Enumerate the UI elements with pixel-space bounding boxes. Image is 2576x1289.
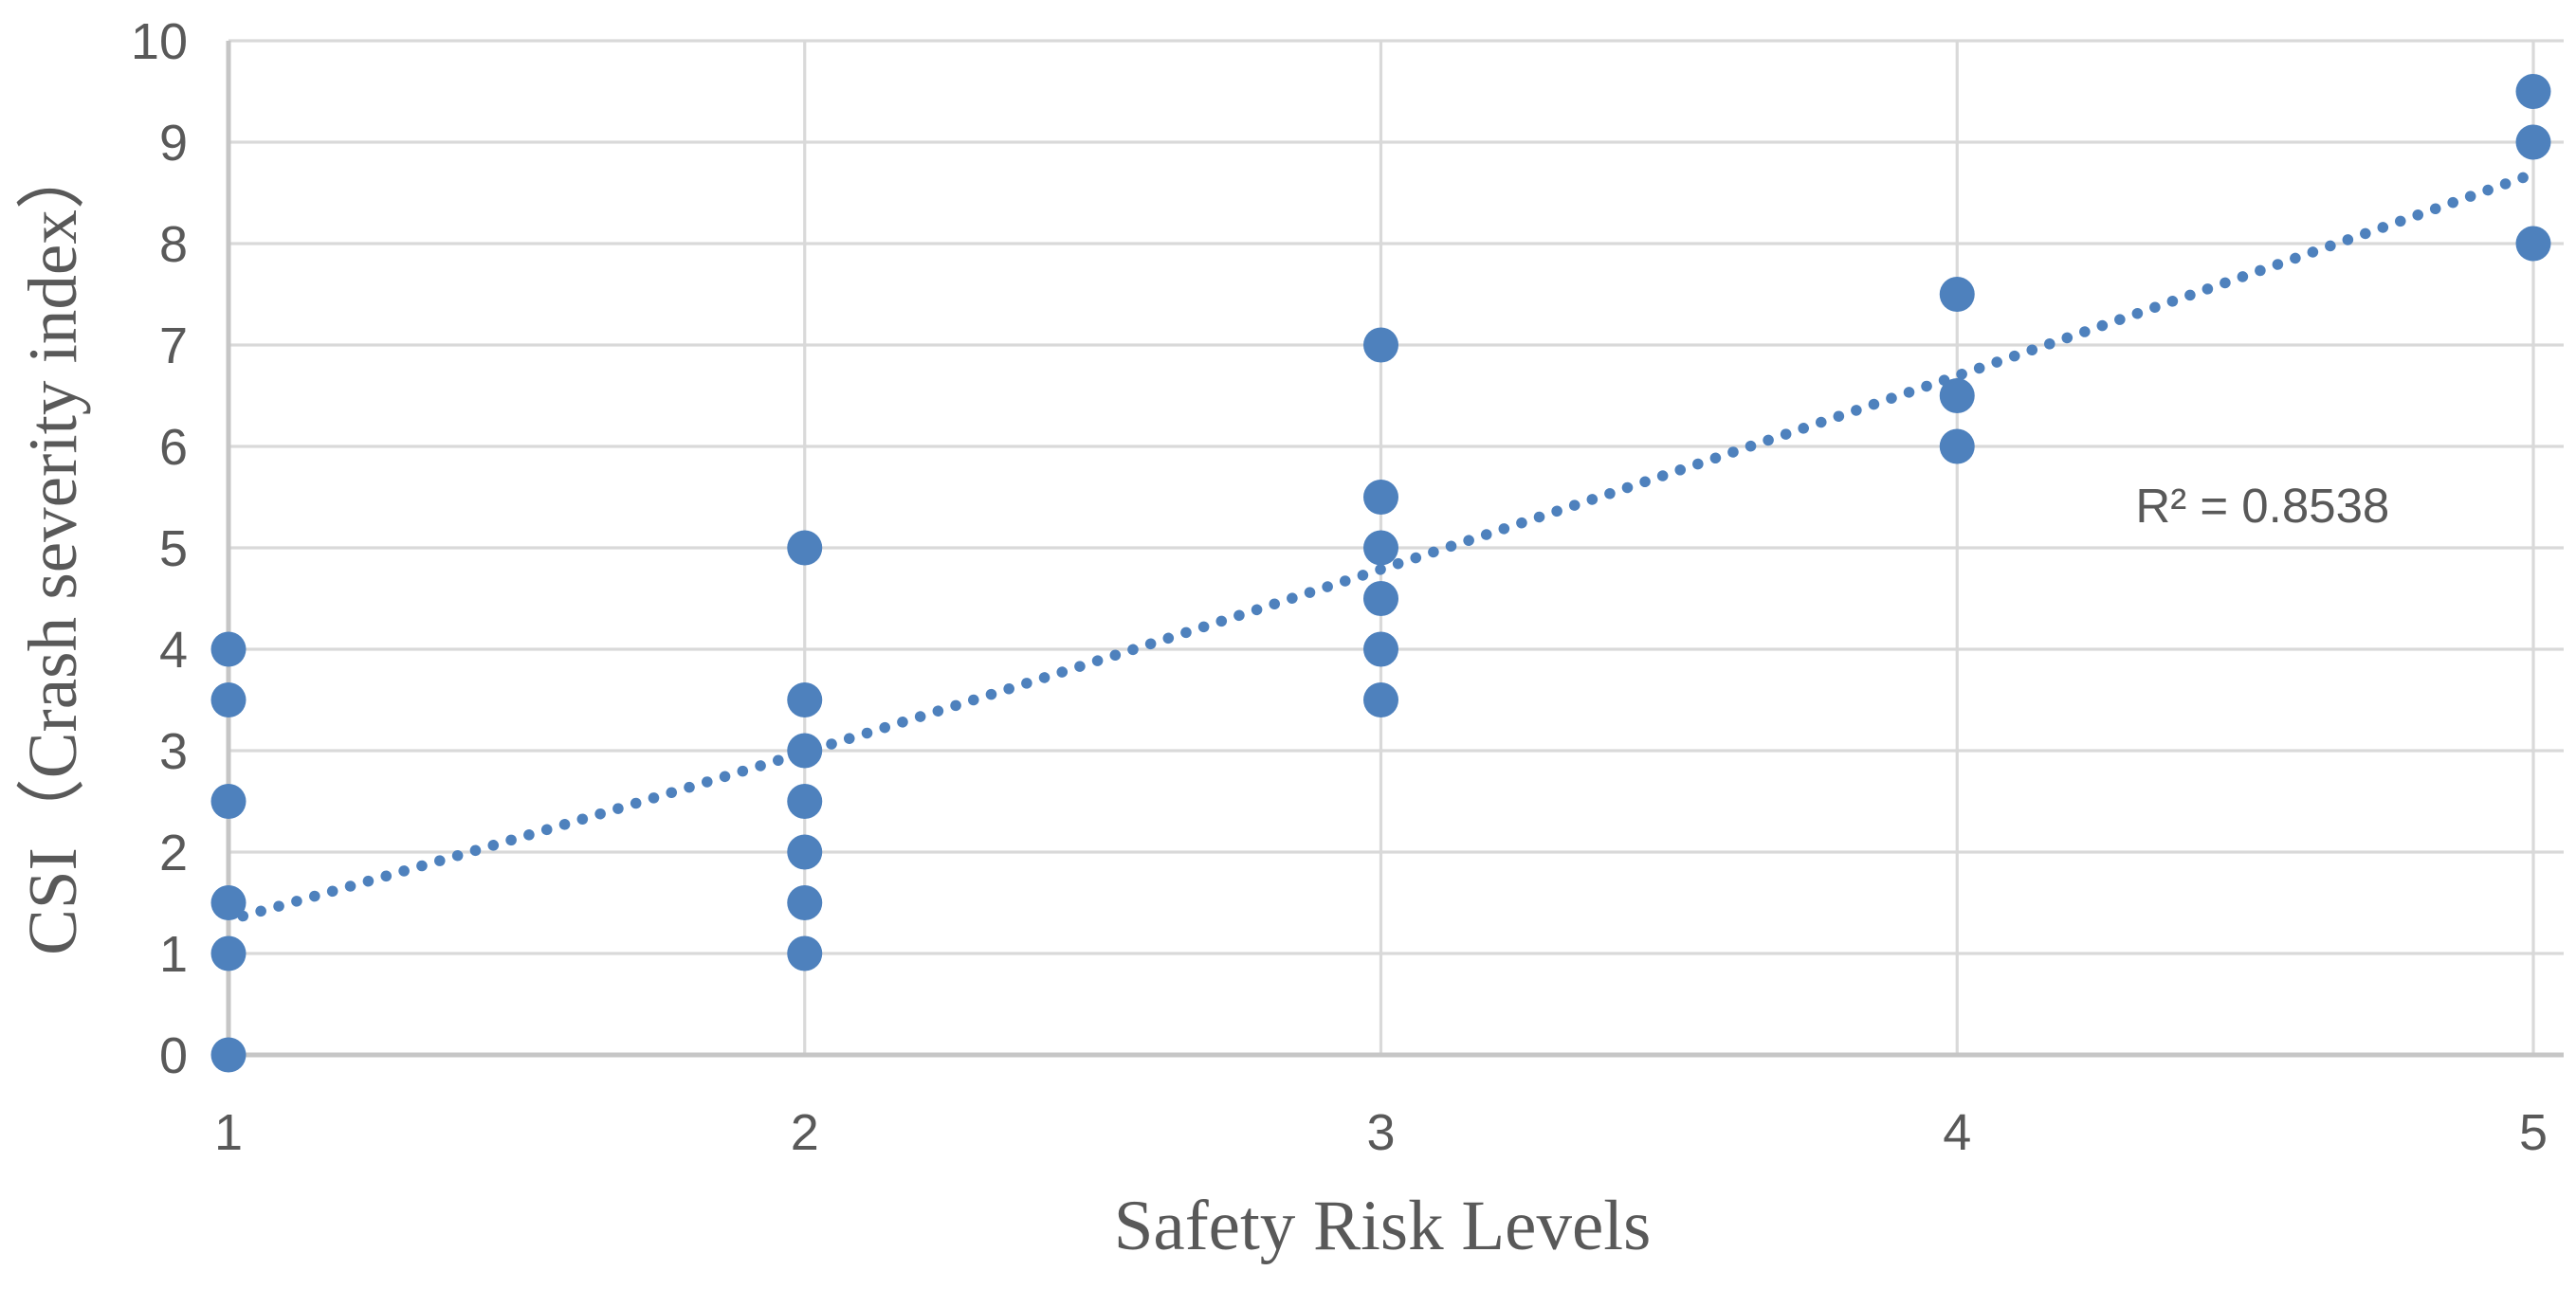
data-points	[210, 74, 2551, 1073]
r-squared-annotation: R² = 0.8538	[2135, 479, 2389, 533]
data-point	[210, 935, 247, 971]
x-axis-tick-labels: 1 2 3 4 5	[214, 1104, 2548, 1161]
y-tick-label: 5	[159, 520, 188, 577]
data-point	[1363, 327, 1398, 363]
data-point	[210, 885, 247, 920]
data-point	[1363, 631, 1398, 667]
trendline-path	[237, 172, 2530, 922]
x-tick-label: 3	[1366, 1104, 1395, 1161]
data-point	[2515, 124, 2551, 160]
data-point	[1363, 581, 1398, 616]
y-tick-label: 6	[159, 419, 188, 476]
data-point	[787, 530, 823, 566]
data-point	[787, 834, 823, 870]
x-tick-label: 4	[1943, 1104, 1971, 1161]
data-point	[1939, 277, 1975, 312]
y-tick-label: 9	[159, 115, 188, 172]
y-tick-label: 7	[159, 318, 188, 374]
y-axis-tick-labels: 0 1 2 3 4 5 6 7 8 9 10	[131, 13, 188, 1084]
y-tick-label: 0	[159, 1027, 188, 1084]
data-point	[210, 682, 247, 717]
data-point	[787, 784, 823, 819]
y-tick-label: 3	[159, 723, 188, 780]
y-tick-label: 1	[159, 926, 188, 983]
y-tick-label: 10	[131, 13, 188, 70]
trendline	[237, 172, 2530, 922]
data-point	[210, 631, 247, 667]
y-tick-label: 4	[159, 622, 188, 679]
data-point	[210, 1037, 247, 1073]
x-tick-label: 5	[2519, 1104, 2548, 1161]
data-point	[1363, 682, 1398, 717]
data-point	[210, 784, 247, 819]
data-point	[787, 935, 823, 971]
data-point	[1939, 428, 1975, 464]
data-point	[1363, 530, 1398, 566]
data-point	[2515, 74, 2551, 109]
y-tick-label: 8	[159, 216, 188, 273]
data-point	[2515, 226, 2551, 262]
data-point	[787, 682, 823, 717]
data-point	[1363, 480, 1398, 515]
x-tick-label: 2	[791, 1104, 819, 1161]
x-tick-label: 1	[214, 1104, 243, 1161]
data-point	[787, 885, 823, 920]
y-tick-label: 2	[159, 825, 188, 881]
y-axis-title: CSI（Crash severity index）	[14, 140, 91, 955]
data-point	[787, 733, 823, 769]
data-point	[1939, 378, 1975, 413]
x-axis-title: Safety Risk Levels	[1114, 1187, 1652, 1265]
